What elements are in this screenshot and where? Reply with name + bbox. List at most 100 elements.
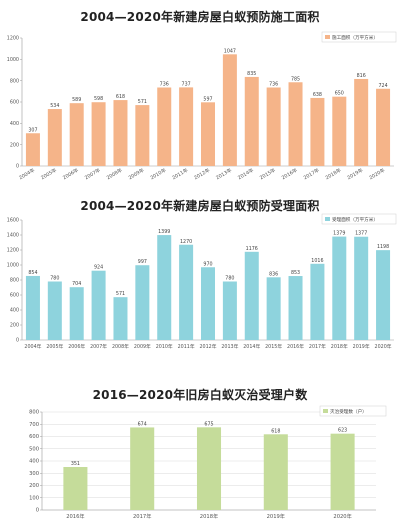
data-label-2019年: 816	[357, 73, 366, 79]
y-tick-label-8: 800	[29, 410, 39, 416]
data-label-2016年: 351	[71, 461, 80, 467]
y-tick-label-8: 1600	[7, 218, 19, 224]
y-tick-label-0: 0	[36, 508, 39, 514]
legend-swatch	[323, 409, 328, 413]
y-tick-label-3: 300	[29, 471, 39, 477]
data-label-2007年: 924	[94, 265, 103, 271]
bar-2007年	[91, 270, 106, 340]
bar-2018年	[332, 236, 347, 340]
x-tick-label-16: 2020年	[368, 167, 386, 182]
bar-2018年	[196, 427, 222, 510]
bar-2016年	[288, 82, 303, 166]
legend-box	[319, 405, 387, 417]
data-label-2016年: 785	[291, 76, 300, 82]
y-tick-label-5: 500	[29, 446, 39, 452]
data-label-2014年: 1176	[246, 246, 258, 252]
x-tick-label-0: 2004年	[18, 167, 36, 182]
y-tick-label-6: 1200	[7, 248, 19, 254]
x-tick-label-3: 2007年	[90, 343, 107, 350]
bar-2019年	[354, 236, 369, 340]
y-tick-label-6: 600	[29, 434, 39, 440]
x-tick-label-15: 2019年	[346, 167, 364, 182]
data-label-2006年: 704	[72, 281, 81, 287]
y-tick-label-0: 0	[16, 164, 19, 170]
data-label-2009年: 997	[138, 259, 147, 265]
x-tick-label-12: 2016年	[280, 167, 298, 182]
bar-2013年	[222, 281, 237, 340]
bar-2004年	[25, 275, 40, 340]
y-tick-label-5: 1000	[7, 57, 19, 63]
data-label-2012年: 970	[203, 261, 212, 267]
data-label-2020年: 724	[378, 83, 387, 89]
bar-2012年	[200, 267, 216, 340]
bar-2009年	[135, 105, 150, 166]
y-tick-label-6: 1200	[7, 36, 19, 42]
bar-2010年	[157, 87, 172, 166]
bar-2005年	[47, 281, 62, 340]
x-tick-label-12: 2016年	[287, 343, 304, 350]
chart-2-title: 2004—2020年新建房屋白蚁预防受理面积	[80, 199, 320, 213]
y-tick-label-0: 0	[16, 338, 19, 344]
data-label-2018年: 675	[204, 421, 213, 427]
y-tick-label-1: 100	[29, 495, 39, 501]
bar-2011年	[179, 244, 194, 340]
bar-2019年	[354, 78, 369, 166]
bar-2006年	[69, 103, 84, 166]
y-tick-label-7: 1400	[7, 233, 19, 239]
data-label-2008年: 571	[116, 291, 125, 297]
x-tick-label-9: 2013年	[215, 167, 233, 182]
data-label-2009年: 571	[138, 99, 147, 105]
y-tick-label-4: 800	[10, 78, 19, 84]
x-tick-label-6: 2010年	[149, 167, 167, 182]
x-tick-label-3: 2019年	[267, 512, 285, 520]
x-tick-label-15: 2019年	[353, 343, 370, 350]
x-tick-label-6: 2010年	[156, 343, 173, 350]
bar-2016年	[63, 467, 88, 510]
bar-2012年	[200, 102, 216, 166]
chart-3: 0 100 200 300 400 500 600 700 800 351 2016年 674 2017…	[29, 405, 387, 520]
x-tick-label-2: 2006年	[61, 167, 79, 182]
bar-2017年	[130, 427, 155, 510]
x-tick-label-7: 2011年	[171, 167, 189, 182]
data-label-2017年: 638	[313, 92, 322, 98]
y-tick-label-1: 200	[10, 142, 19, 148]
data-label-2008年: 618	[116, 94, 125, 100]
x-tick-label-1: 2005年	[46, 343, 63, 350]
x-tick-label-14: 2018年	[331, 343, 348, 350]
x-tick-label-13: 2017年	[309, 343, 326, 350]
x-tick-label-0: 2004年	[24, 343, 41, 350]
data-label-2013年: 780	[225, 276, 234, 282]
data-label-2013年: 1047	[224, 48, 236, 54]
y-tick-label-3: 600	[10, 293, 19, 299]
bar-2020年	[376, 250, 391, 340]
x-tick-label-8: 2012年	[193, 167, 211, 182]
x-tick-label-4: 2008年	[105, 167, 123, 182]
chart-1: 0 200 400 600 800 1000 1200 307 2004年 534 2005年 589…	[7, 31, 397, 182]
x-tick-label-11: 2015年	[258, 167, 276, 182]
data-label-2018年: 1379	[333, 231, 345, 237]
x-tick-label-0: 2016年	[66, 512, 84, 520]
data-label-2005年: 780	[50, 276, 59, 282]
x-tick-label-10: 2014年	[243, 343, 260, 350]
data-label-2020年: 1198	[377, 244, 389, 250]
bar-2014年	[244, 251, 259, 340]
data-label-2016年: 853	[291, 270, 300, 276]
y-tick-label-4: 400	[29, 459, 39, 465]
x-tick-label-3: 2007年	[83, 167, 101, 182]
y-tick-label-2: 400	[10, 308, 19, 314]
bar-2005年	[47, 109, 62, 166]
bar-2015年	[266, 277, 281, 340]
data-label-2020年: 623	[338, 428, 347, 434]
bar-2018年	[332, 96, 347, 166]
data-label-2017年: 674	[138, 421, 147, 427]
bar-2016年	[288, 276, 303, 340]
bar-2007年	[91, 102, 106, 166]
legend-label: 施工面积（万平方米）	[332, 34, 378, 41]
data-label-2004年: 307	[28, 127, 37, 133]
data-label-2018年: 650	[335, 91, 344, 97]
chart-2: 0 200 400 600 800 1000 1200 1400 1600 854 2004年 780…	[7, 213, 397, 350]
legend-box	[321, 213, 397, 225]
bar-2013年	[222, 54, 237, 166]
data-label-2012年: 597	[203, 96, 212, 102]
